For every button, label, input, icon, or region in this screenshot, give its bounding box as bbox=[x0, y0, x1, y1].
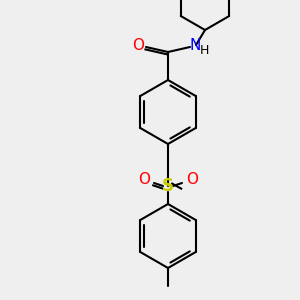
Text: N: N bbox=[189, 38, 201, 52]
Text: O: O bbox=[138, 172, 150, 188]
Text: O: O bbox=[186, 172, 198, 188]
Text: O: O bbox=[132, 38, 144, 52]
Text: S: S bbox=[162, 177, 174, 195]
Text: H: H bbox=[199, 44, 209, 56]
